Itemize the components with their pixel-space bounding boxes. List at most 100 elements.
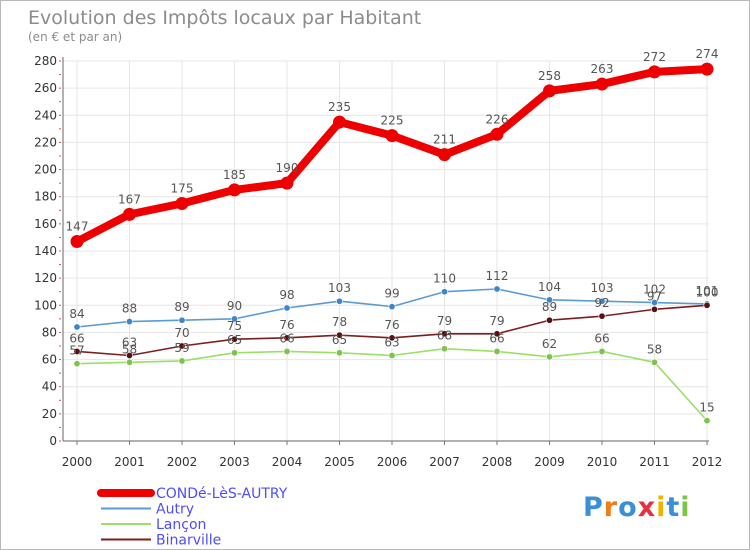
data-label: 185 (223, 168, 246, 182)
y-tick-label: 100 (34, 298, 57, 312)
y-tick-label: 280 (34, 54, 57, 68)
data-label: 57 (69, 344, 84, 358)
legend-label: Lançon (156, 517, 206, 533)
data-label: 66 (69, 331, 84, 345)
brand-letter: i (680, 492, 690, 523)
y-tick-label: 140 (34, 244, 57, 258)
data-point (178, 357, 186, 365)
data-label: 175 (171, 182, 194, 196)
data-point (333, 115, 346, 129)
data-label: 84 (69, 307, 84, 321)
data-point (703, 417, 711, 425)
data-point (231, 315, 239, 323)
data-point (231, 335, 239, 343)
data-point (650, 305, 658, 313)
data-label: 97 (647, 289, 662, 303)
data-label: 225 (381, 114, 404, 128)
x-tick-label: 2012 (692, 455, 723, 469)
data-point (385, 129, 399, 143)
data-point (123, 207, 136, 221)
data-label: 65 (332, 333, 347, 347)
data-labels: 147 167 175 185 190 235 225 211 226 258 263 272 274 8… (66, 47, 719, 414)
data-label: 258 (538, 69, 561, 83)
y-tick-label: 200 (34, 163, 57, 177)
data-point (178, 316, 186, 324)
data-label: 100 (696, 285, 719, 299)
brand-letter: r (604, 492, 618, 523)
data-label: 63 (122, 336, 137, 350)
data-point (595, 77, 609, 91)
data-point (440, 330, 448, 338)
data-label: 89 (174, 300, 189, 314)
axes (62, 57, 709, 442)
data-label: 272 (643, 50, 666, 64)
data-label: 65 (227, 333, 242, 347)
data-point (73, 323, 81, 331)
data-label: 70 (174, 326, 189, 340)
data-label: 92 (594, 296, 609, 310)
data-label: 75 (227, 319, 242, 333)
x-tick-label: 2004 (272, 455, 303, 469)
data-label: 211 (433, 133, 456, 147)
data-point (178, 342, 186, 350)
data-point (493, 347, 501, 355)
y-axis-ticks: 0 20 40 60 80 100 120 140 160 180 200 220 240 260 280 (34, 54, 61, 448)
data-point (440, 345, 448, 353)
y-tick-label: 0 (49, 434, 57, 448)
data-label: 58 (647, 342, 662, 356)
data-label: 112 (486, 269, 509, 283)
data-point (73, 347, 81, 355)
data-label: 89 (542, 300, 557, 314)
data-label: 88 (122, 302, 137, 316)
series-2 (73, 345, 711, 425)
legend-label: CONDé-LèS-AUTRY (156, 486, 288, 502)
data-label: 147 (66, 220, 89, 234)
data-point (703, 301, 711, 309)
data-point (388, 303, 396, 311)
data-label: 98 (279, 288, 294, 302)
y-tick-label: 60 (42, 353, 57, 367)
brand-letter: i (656, 492, 666, 523)
data-label: 263 (591, 62, 614, 76)
data-point (700, 62, 714, 76)
data-label: 76 (279, 318, 294, 332)
data-point (490, 127, 504, 141)
brand-letter: P (583, 492, 604, 523)
data-label: 62 (542, 337, 557, 351)
data-label: 68 (437, 329, 452, 343)
data-point (598, 297, 606, 305)
data-label: 274 (696, 47, 719, 61)
data-point (493, 330, 501, 338)
data-point (283, 347, 291, 355)
x-tick-label: 2011 (639, 455, 670, 469)
x-tick-label: 2008 (482, 455, 513, 469)
data-point (545, 296, 553, 304)
data-label: 63 (384, 336, 399, 350)
data-point (335, 349, 343, 357)
series-layer (70, 62, 714, 425)
data-point (126, 318, 134, 326)
data-label: 104 (538, 280, 561, 294)
legend-label: Binarville (156, 533, 221, 549)
data-label: 66 (279, 331, 294, 345)
data-point (438, 148, 451, 162)
brand-letter: t (666, 492, 680, 523)
y-tick-label: 80 (42, 325, 57, 339)
data-point (545, 353, 553, 361)
x-tick-label: 2001 (114, 455, 145, 469)
data-point (335, 331, 343, 339)
x-tick-label: 2003 (219, 455, 250, 469)
data-point (231, 349, 239, 357)
data-point (440, 288, 448, 296)
x-tick-label: 2000 (62, 455, 93, 469)
data-point (543, 84, 556, 98)
data-point (280, 176, 294, 190)
x-tick-label: 2010 (587, 455, 618, 469)
y-tick-label: 240 (34, 108, 57, 122)
data-point (283, 304, 291, 312)
legend-label: Autry (156, 502, 194, 518)
y-tick-label: 40 (42, 380, 57, 394)
data-label: 226 (486, 112, 509, 126)
